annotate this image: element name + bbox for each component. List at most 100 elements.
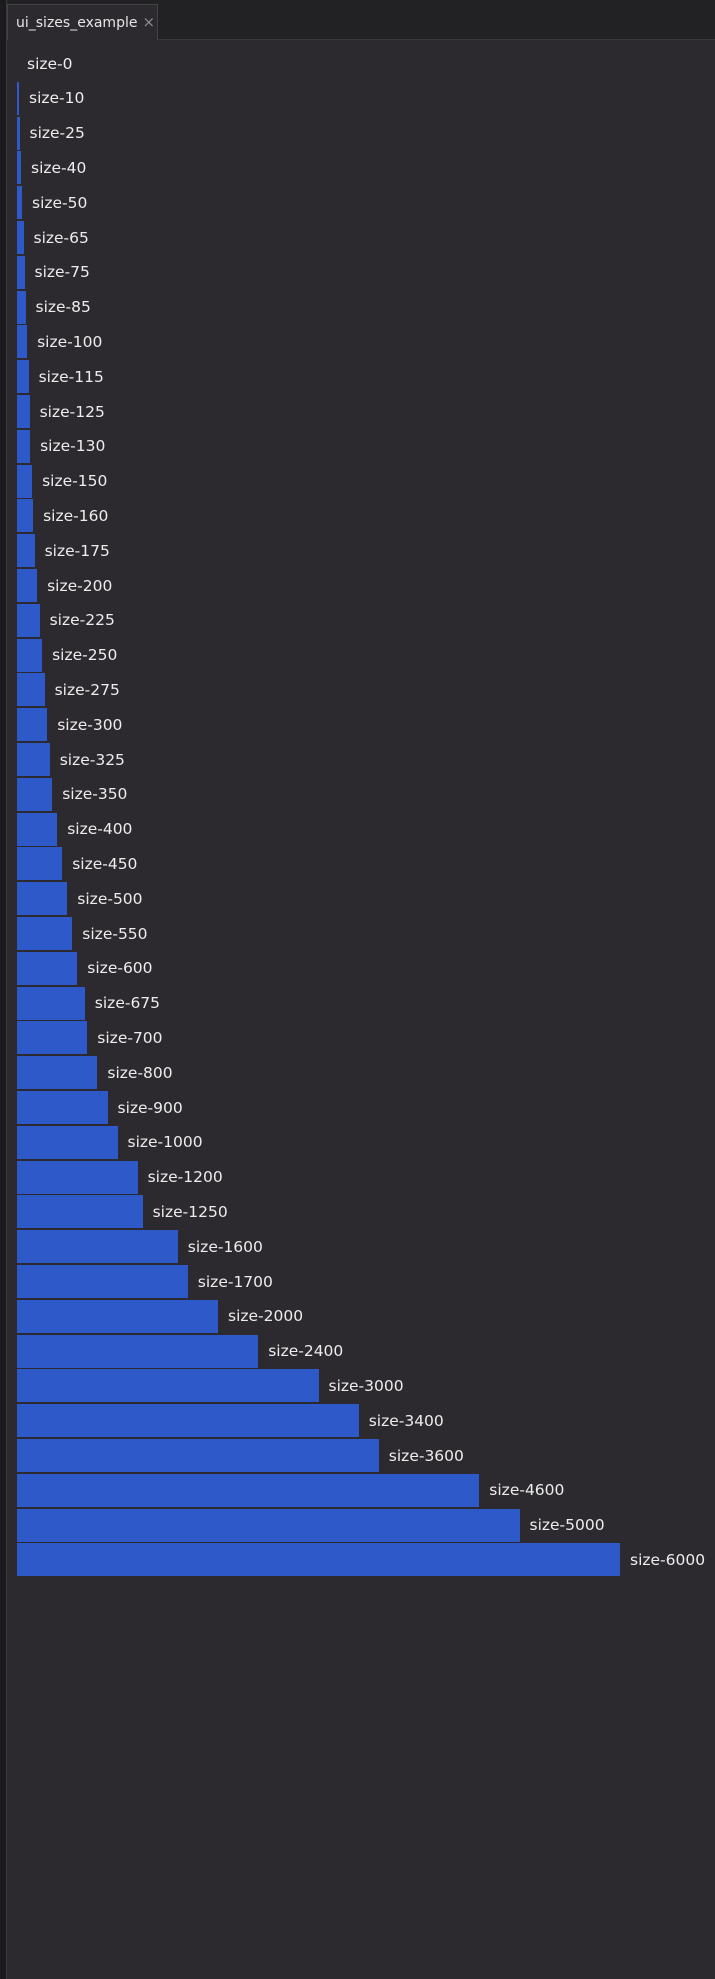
size-row: size-150 bbox=[17, 464, 108, 498]
size-label: size-550 bbox=[82, 924, 148, 943]
size-bar bbox=[17, 81, 19, 115]
size-bar bbox=[17, 882, 68, 916]
size-bar bbox=[17, 1543, 620, 1577]
size-row: size-225 bbox=[17, 603, 115, 637]
size-label: size-85 bbox=[35, 298, 91, 317]
size-label: size-3600 bbox=[388, 1446, 464, 1465]
size-bar bbox=[17, 395, 30, 428]
size-label: size-700 bbox=[97, 1028, 163, 1047]
size-row: size-325 bbox=[17, 743, 125, 776]
size-row: size-40 bbox=[17, 151, 87, 185]
size-label: size-3400 bbox=[368, 1411, 444, 1430]
size-label: size-160 bbox=[43, 506, 109, 525]
size-row: size-115 bbox=[17, 360, 104, 394]
size-bar bbox=[17, 255, 25, 289]
size-bar bbox=[17, 986, 85, 1020]
size-bar bbox=[17, 1439, 379, 1472]
size-label: size-250 bbox=[52, 646, 118, 665]
size-row: size-550 bbox=[17, 917, 148, 950]
size-bar bbox=[17, 743, 50, 776]
size-row: size-175 bbox=[17, 534, 110, 568]
size-label: size-0 bbox=[27, 54, 73, 73]
size-row: size-1250 bbox=[17, 1195, 228, 1229]
size-label: size-900 bbox=[117, 1098, 183, 1117]
size-bar bbox=[17, 1369, 319, 1403]
size-label: size-200 bbox=[47, 576, 113, 595]
size-label: size-10 bbox=[29, 89, 85, 108]
size-row: size-0 bbox=[17, 47, 73, 80]
size-bar bbox=[17, 1404, 359, 1438]
size-row: size-1000 bbox=[17, 1125, 203, 1159]
size-label: size-115 bbox=[38, 367, 104, 386]
size-row: size-100 bbox=[17, 325, 103, 359]
size-label: size-500 bbox=[77, 889, 143, 908]
size-label: size-2000 bbox=[228, 1307, 304, 1326]
size-label: size-100 bbox=[37, 332, 103, 351]
size-label: size-400 bbox=[67, 820, 133, 839]
size-bar bbox=[17, 534, 35, 568]
size-bar bbox=[17, 569, 38, 602]
size-label: size-25 bbox=[29, 124, 85, 143]
size-label: size-1600 bbox=[187, 1237, 263, 1256]
size-row: size-6000 bbox=[17, 1543, 705, 1577]
size-label: size-150 bbox=[42, 472, 108, 491]
size-label: size-175 bbox=[44, 541, 110, 560]
size-row: size-350 bbox=[17, 777, 128, 811]
size-bar bbox=[17, 1508, 520, 1542]
size-row: size-500 bbox=[17, 882, 143, 916]
size-row: size-75 bbox=[17, 255, 90, 289]
size-bar bbox=[17, 290, 26, 324]
size-bar bbox=[17, 951, 78, 985]
size-bar bbox=[17, 116, 20, 150]
size-bar bbox=[17, 1299, 218, 1333]
size-label: size-65 bbox=[33, 228, 89, 247]
size-label: size-40 bbox=[31, 158, 87, 177]
size-label: size-130 bbox=[40, 437, 106, 456]
size-row: size-1700 bbox=[17, 1265, 273, 1298]
size-row: size-130 bbox=[17, 429, 106, 463]
size-row: size-125 bbox=[17, 395, 105, 428]
size-label: size-1700 bbox=[197, 1272, 273, 1291]
close-icon[interactable]: × bbox=[142, 13, 156, 31]
size-label: size-325 bbox=[59, 750, 125, 769]
size-label: size-75 bbox=[34, 263, 90, 282]
size-row: size-1600 bbox=[17, 1230, 263, 1264]
size-label: size-350 bbox=[62, 785, 128, 804]
size-row: size-450 bbox=[17, 847, 137, 881]
size-row: size-4600 bbox=[17, 1473, 565, 1507]
size-row: size-400 bbox=[17, 812, 133, 846]
size-row: size-900 bbox=[17, 1091, 183, 1124]
size-bar bbox=[17, 708, 48, 742]
size-bar bbox=[17, 1160, 138, 1194]
size-row: size-675 bbox=[17, 986, 160, 1020]
size-bar bbox=[17, 1056, 98, 1090]
size-row: size-65 bbox=[17, 221, 89, 254]
size-row: size-3400 bbox=[17, 1404, 444, 1438]
size-bar bbox=[17, 1091, 108, 1124]
size-row: size-2400 bbox=[17, 1334, 343, 1368]
size-label: size-600 bbox=[87, 959, 153, 978]
size-bar bbox=[17, 917, 73, 950]
size-row: size-85 bbox=[17, 290, 91, 324]
size-bar bbox=[17, 360, 29, 394]
size-bar bbox=[17, 1021, 88, 1055]
size-row: size-275 bbox=[17, 673, 120, 707]
tab-ui-sizes-example[interactable]: ui_sizes_example × bbox=[7, 4, 158, 40]
size-bar bbox=[17, 638, 43, 672]
tab-title: ui_sizes_example bbox=[16, 14, 138, 31]
size-bar bbox=[17, 1125, 118, 1159]
size-bar bbox=[17, 464, 33, 498]
size-bar bbox=[17, 221, 24, 254]
size-bar bbox=[17, 812, 58, 846]
size-label: size-50 bbox=[32, 193, 88, 212]
size-row: size-600 bbox=[17, 951, 153, 985]
size-bar bbox=[17, 673, 45, 707]
size-row: size-2000 bbox=[17, 1299, 304, 1333]
size-row: size-700 bbox=[17, 1021, 163, 1055]
size-row: size-3000 bbox=[17, 1369, 404, 1403]
size-row: size-250 bbox=[17, 638, 118, 672]
size-bar bbox=[17, 186, 22, 220]
size-label: size-5000 bbox=[529, 1516, 605, 1535]
size-label: size-4600 bbox=[489, 1481, 565, 1500]
size-bar bbox=[17, 499, 34, 533]
